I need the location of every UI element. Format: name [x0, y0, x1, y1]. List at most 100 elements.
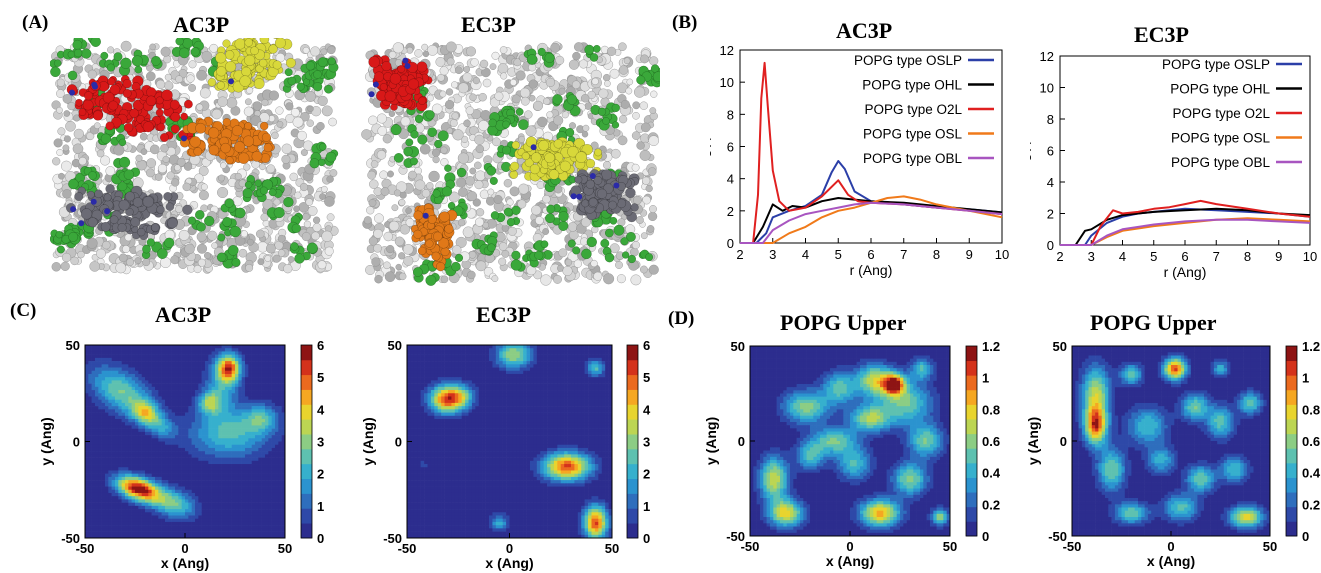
panel-label-a: (A) — [22, 12, 49, 33]
panel-c-title-1: AC3P — [155, 302, 212, 327]
lipid-spheres-green — [390, 44, 660, 286]
peptide-gray — [568, 169, 640, 223]
panel-label-d: (D) — [668, 308, 695, 329]
colorbar-tick-label: 0.2 — [1302, 497, 1320, 512]
colorbar-tick-label: 1 — [982, 371, 989, 386]
y-tick-label: 12 — [1040, 49, 1054, 64]
x-tick-label: 2 — [1056, 249, 1063, 264]
y-tick-label: -50 — [383, 531, 402, 546]
y-tick-label: 0 — [727, 236, 734, 251]
y-tick-label: 12 — [720, 43, 734, 58]
molecular-render-ac3p — [50, 38, 339, 275]
colorbar-tick-label: 1 — [643, 499, 650, 514]
x-tick-label: 4 — [1119, 249, 1126, 264]
series-line — [1060, 199, 1311, 246]
heatmap-ac3p: -50 50 0 0 50 -50 x (Ang) y (Ang) 6 5 4 3 2 1 0 — [38, 338, 325, 571]
heatmap-cells — [1072, 346, 1271, 537]
peptide-yellow — [207, 38, 296, 93]
y-tick-label: 6 — [727, 140, 734, 155]
colorbar-tick-label: 2 — [317, 467, 324, 482]
colorbar-tick-label: 3 — [317, 435, 324, 450]
x-tick-label: 0 — [506, 541, 513, 556]
x-tick-label: 10 — [1303, 249, 1317, 264]
x-tick-label: -50 — [1063, 539, 1082, 554]
colorbar-tick-label: 0.4 — [1302, 466, 1321, 481]
panel-label-c: (C) — [10, 300, 37, 321]
colorbar-tick-label: 1.2 — [982, 339, 1000, 354]
x-axis-label: r (Ang) — [1164, 264, 1207, 280]
x-tick-label: 50 — [605, 541, 619, 556]
lipid-spheres-green — [50, 38, 339, 269]
x-axis-label: x (Ang) — [485, 555, 533, 571]
x-tick-label: 8 — [933, 247, 940, 262]
peptide-red — [368, 54, 433, 112]
y-tick-label: 10 — [720, 75, 734, 90]
panel-label-b: (B) — [672, 12, 698, 33]
x-tick-label: -50 — [741, 539, 760, 554]
colorbar-tick-label: 5 — [643, 370, 650, 385]
colorbar-tick-label: 0 — [982, 529, 989, 544]
colorbar-tick-label: 0.4 — [982, 466, 1000, 481]
y-axis-label: y (Ang) — [360, 417, 376, 465]
y-tick-label: 4 — [1047, 175, 1054, 190]
panel-a-title-2: EC3P — [461, 12, 516, 37]
heatmap-cells — [750, 346, 951, 537]
colorbar-tick-label: 0 — [1302, 529, 1309, 544]
x-tick-label: 4 — [802, 247, 809, 262]
y-tick-label: 0 — [73, 435, 80, 450]
peptide-yellow — [508, 136, 603, 182]
legend-label: POPG type OSLP — [1162, 57, 1270, 72]
panel-c-title-2: EC3P — [476, 302, 531, 327]
y-tick-label: 8 — [1047, 112, 1054, 127]
panel-b-title-1: AC3P — [836, 18, 893, 43]
peptide-red — [66, 75, 196, 146]
colorbar-tick-label: 6 — [317, 338, 324, 353]
series-line — [740, 201, 1003, 244]
series-line — [740, 197, 1003, 244]
panel-a-title-1: AC3P — [173, 12, 230, 37]
y-axis-label: g(r) — [710, 136, 711, 158]
colorbar: 1.2 1 0.8 0.6 0.4 0.2 0 — [1285, 339, 1321, 544]
colorbar-tick-label: 2 — [643, 467, 650, 482]
peptide-gray — [65, 184, 193, 241]
colorbar-tick-label: 3 — [643, 435, 650, 450]
y-tick-label: 50 — [731, 339, 745, 354]
x-tick-label: 2 — [736, 247, 743, 262]
legend-label: POPG type O2L — [864, 102, 962, 117]
y-axis-label: y (Ang) — [38, 417, 54, 465]
y-axis-label: y (Ang) — [703, 417, 719, 465]
x-tick-label: 0 — [846, 539, 853, 554]
x-tick-label: 9 — [966, 247, 973, 262]
x-tick-label: 50 — [1263, 539, 1277, 554]
heatmap-popg-upper-2: -50 50 0 0 50 -50 x (Ang) y (Ang) 1.2 1 0.8 0.6 0.4 0… — [1025, 339, 1321, 569]
y-tick-label: -50 — [1048, 529, 1067, 544]
legend-label: POPG type OSL — [1171, 131, 1271, 146]
x-tick-label: -50 — [76, 541, 95, 556]
y-tick-label: 6 — [1047, 144, 1054, 159]
colorbar: 1.2 1 0.8 0.6 0.4 0.2 0 — [965, 339, 1000, 544]
x-tick-label: 9 — [1275, 249, 1282, 264]
series-line — [1060, 207, 1311, 246]
x-tick-label: 10 — [995, 247, 1009, 262]
x-tick-label: 5 — [1150, 249, 1157, 264]
heatmap-ec3p: -50 50 0 0 50 -50 x (Ang) y (Ang) 6 5 4 3 2 1 0 — [360, 338, 651, 571]
y-axis-label: y (Ang) — [1025, 417, 1041, 465]
y-tick-label: 0 — [1047, 238, 1054, 253]
colorbar-tick-label: 4 — [643, 402, 651, 417]
x-tick-label: 50 — [278, 541, 292, 556]
x-axis-label: x (Ang) — [161, 555, 209, 571]
series-line — [1060, 218, 1311, 246]
series-line — [1060, 207, 1311, 246]
y-tick-label: -50 — [726, 529, 745, 544]
x-tick-label: 3 — [769, 247, 776, 262]
legend-label: POPG type OSL — [863, 127, 963, 142]
legend-label: POPG type OHL — [1170, 82, 1270, 97]
colorbar-tick-label: 1.2 — [1302, 339, 1320, 354]
colorbar-tick-label: 1 — [1302, 371, 1309, 386]
peptide-orange — [410, 203, 458, 272]
x-tick-label: 6 — [1181, 249, 1188, 264]
colorbar-tick-label: 5 — [317, 370, 324, 385]
legend: POPG type OSLP POPG type OHL POPG type O2L… — [854, 53, 994, 166]
x-axis-label: x (Ang) — [1147, 553, 1195, 569]
